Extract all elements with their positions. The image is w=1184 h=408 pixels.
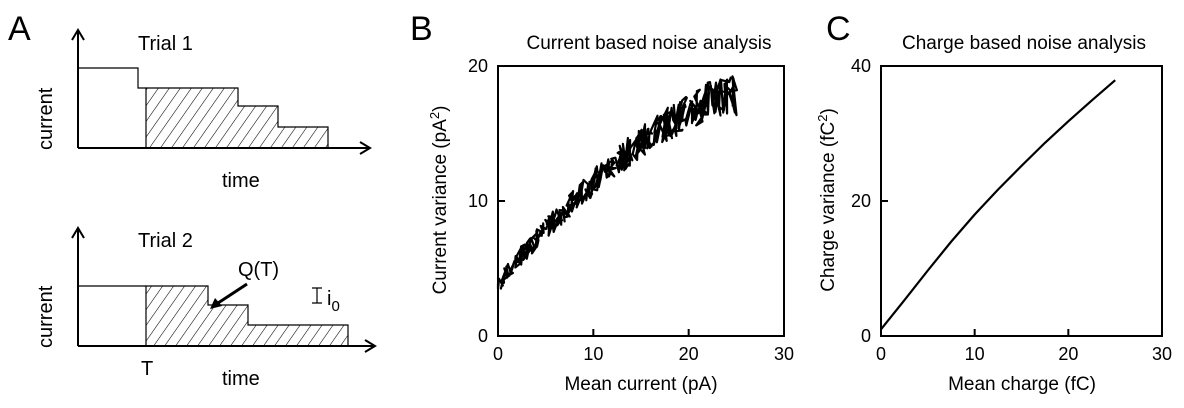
trial-1-current-step — [78, 67, 146, 89]
i0-label: i0 — [327, 288, 340, 315]
chart-b-xtick-label: 20 — [679, 344, 699, 364]
trial-1-y-arrow — [71, 28, 85, 41]
chart-b-xtick-label: 10 — [583, 344, 603, 364]
q-of-t-arrow-line — [214, 282, 248, 307]
chart-c-xtick-label: 30 — [1152, 344, 1172, 364]
i0-label-sub: 0 — [331, 298, 339, 315]
trial-1-xlabel: time — [222, 170, 260, 192]
i0-label-main: i — [327, 288, 331, 310]
panel-c: C Charge based noise analysis Mean charg… — [815, 10, 1172, 395]
panel-b: B Current based noise analysis Mean curr… — [410, 10, 794, 395]
chart-b-ylabel-sup: 2 — [427, 112, 442, 119]
chart-c-xlabel: Mean charge (fC) — [948, 374, 1096, 395]
trial-1-hatched-charge — [145, 87, 329, 149]
chart-b-series-line — [496, 75, 738, 290]
chart-c-ylabel: Charge variance (fC2) — [815, 108, 839, 292]
trial-2-x-arrow — [364, 339, 377, 353]
chart-c-ytick-label: 20 — [851, 191, 871, 211]
panel-letter-b: B — [410, 10, 433, 48]
trial-1-x-arrow — [359, 141, 372, 155]
chart-b-title: Current based noise analysis — [526, 33, 771, 54]
trial-2-hatched-charge — [145, 285, 349, 347]
chart-c-ylabel-sup: 2 — [815, 115, 830, 122]
chart-c-title: Charge based noise analysis — [902, 33, 1146, 54]
chart-b-ylabel-end: ) — [430, 106, 451, 112]
chart-b-ticks: 0 10 20 30 0 10 20 — [468, 56, 794, 364]
chart-c-plot-frame — [880, 65, 1163, 337]
trial-1-schematic: Trial 1 current time — [35, 28, 372, 192]
chart-b-xlabel: Mean current (pA) — [564, 374, 717, 395]
trial-1-ylabel: current — [35, 87, 57, 150]
trial-2-title: Trial 2 — [138, 230, 193, 252]
trial-2-schematic: Trial 2 current time T Q(T) i0 — [35, 226, 377, 390]
i0-scale-bar — [312, 287, 322, 304]
chart-c-xtick-label: 20 — [1058, 344, 1078, 364]
chart-c-ytick-label: 0 — [861, 326, 871, 346]
panel-a: A Trial 1 current time Trial 2 current t… — [8, 10, 377, 390]
chart-b-xtick-label: 0 — [493, 344, 503, 364]
chart-b-ytick-label: 0 — [478, 326, 488, 346]
trial-2-xlabel: time — [222, 368, 260, 390]
chart-b-ylabel-main: Current variance (pA — [430, 119, 451, 295]
trial-2-ylabel: current — [35, 285, 57, 348]
panel-letter-a: A — [8, 10, 31, 48]
chart-c-xtick-label: 10 — [965, 344, 985, 364]
chart-c-ticks: 0 10 20 30 0 20 40 — [851, 56, 1172, 364]
chart-c-ylabel-end: ) — [818, 108, 839, 114]
chart-b-plot-frame — [497, 65, 785, 337]
chart-b-ytick-label: 20 — [468, 56, 488, 76]
chart-c-xtick-label: 0 — [876, 344, 886, 364]
chart-c-ytick-label: 40 — [851, 56, 871, 76]
q-of-t-label: Q(T) — [238, 259, 279, 281]
trial-2-y-arrow — [71, 226, 85, 239]
panel-letter-c: C — [826, 10, 851, 48]
trial-2-tick-t: T — [141, 358, 153, 380]
chart-c-series-line — [880, 79, 1116, 330]
chart-c-ylabel-main: Charge variance (fC — [818, 122, 839, 292]
chart-b-ylabel: Current variance (pA2) — [427, 106, 451, 295]
chart-b-ytick-label: 10 — [468, 191, 488, 211]
trial-1-title: Trial 1 — [138, 33, 193, 55]
q-of-t-arrow-head — [210, 298, 222, 309]
chart-b-xtick-label: 30 — [774, 344, 794, 364]
